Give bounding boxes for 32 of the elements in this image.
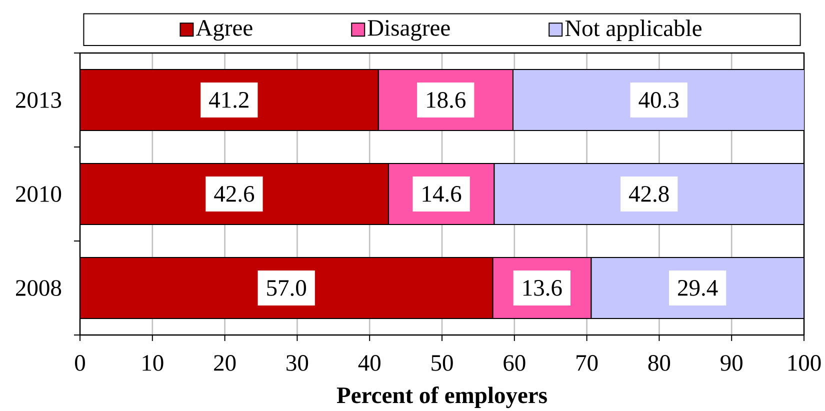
x-tick-label: 60: [504, 355, 526, 371]
data-label: 40.3: [638, 92, 678, 108]
data-label: 18.6: [427, 92, 466, 108]
x-tick-label: 80: [648, 355, 670, 371]
data-label: 14.6: [422, 186, 462, 202]
legend-label: Disagree: [368, 20, 450, 41]
x-tick-label: 90: [720, 355, 742, 371]
legend-label: Agree: [196, 20, 252, 41]
legend-label: Not applicable: [565, 20, 702, 41]
x-axis-title: Percent of employers: [336, 386, 547, 408]
data-label: 42.8: [628, 186, 669, 202]
bar: [494, 162, 804, 226]
data-label: 41.2: [209, 92, 248, 108]
y-tick-label: 2013: [16, 92, 62, 108]
data-label: 29.4: [678, 280, 718, 296]
y-tick-label: 2008: [16, 280, 62, 296]
x-tick-label: 20: [214, 355, 236, 371]
bar: [80, 68, 379, 132]
x-tick-label: 70: [576, 355, 598, 371]
data-label: 13.6: [523, 280, 562, 296]
bar: [512, 68, 804, 132]
x-tick-label: 0: [75, 355, 85, 371]
bar: [80, 162, 389, 226]
x-tick-label: 40: [358, 355, 380, 371]
data-label: 57.0: [267, 280, 306, 296]
x-tick-label: 30: [286, 355, 308, 371]
y-tick-label: 2010: [16, 186, 62, 202]
x-tick-label: 50: [432, 355, 453, 371]
x-tick-label: 100: [788, 355, 821, 371]
bar: [80, 256, 494, 320]
x-tick-label: 10: [142, 355, 164, 371]
data-label: 42.6: [214, 186, 254, 202]
